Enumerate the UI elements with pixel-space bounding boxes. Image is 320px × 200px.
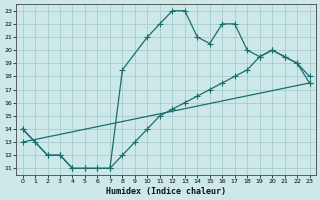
X-axis label: Humidex (Indice chaleur): Humidex (Indice chaleur)	[106, 187, 226, 196]
